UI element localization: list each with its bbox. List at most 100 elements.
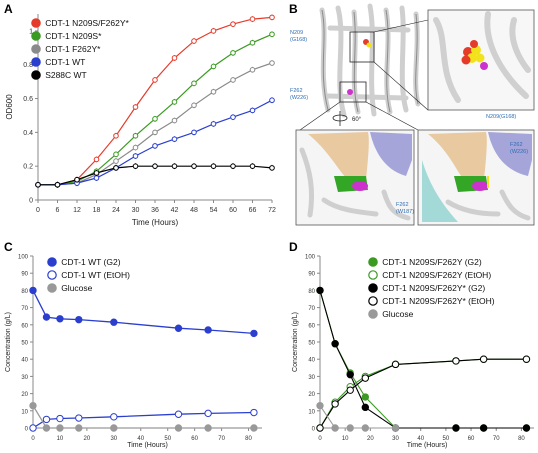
y-tick-label: 0.4: [23, 130, 33, 137]
series-line: [32, 411, 254, 429]
x-tick-label: 66: [249, 207, 257, 214]
data-point: [479, 424, 488, 432]
data-point: [132, 163, 139, 169]
x-axis-label: Time (Hours): [132, 218, 179, 227]
y-tick-label: 90: [308, 272, 315, 278]
data-point: [204, 409, 212, 418]
zoom-f262-view-right: [417, 129, 535, 226]
data-point: [249, 39, 256, 46]
data-point: [361, 403, 370, 412]
data-point: [29, 424, 37, 432]
data-point: [250, 408, 258, 417]
data-point: [56, 315, 64, 323]
x-tick-label: 50: [443, 436, 450, 442]
x-tick-label: 10: [57, 436, 64, 442]
data-point: [113, 165, 119, 171]
x-tick-label: 0: [36, 207, 40, 214]
full-structure-view: [299, 3, 430, 131]
data-point: [113, 151, 119, 158]
series-line: [38, 16, 273, 186]
series-line: [32, 405, 254, 429]
data-point: [210, 163, 217, 169]
data-point: [479, 355, 488, 363]
legend-marker: [368, 296, 378, 306]
data-point: [42, 424, 51, 432]
data-point: [93, 156, 100, 163]
y-tick-label: 0: [29, 198, 33, 205]
y-tick-label: 100: [18, 255, 29, 261]
y-tick-label: 20: [308, 392, 315, 398]
legend-label: CDT-1 N209S/F262Y* (EtOH): [382, 296, 495, 306]
data-point: [132, 132, 139, 139]
zoom-n209-view: [427, 9, 535, 111]
data-point: [269, 31, 275, 38]
x-tick-label: 70: [493, 436, 500, 442]
series-line: [32, 290, 254, 335]
data-point: [132, 104, 139, 110]
data-point: [174, 424, 183, 432]
x-tick-label: 80: [245, 436, 252, 442]
data-point: [132, 153, 139, 159]
rotation-label: 60°: [352, 117, 362, 123]
data-point: [210, 121, 217, 127]
data-point: [522, 424, 531, 432]
legend-marker: [31, 44, 41, 54]
data-point: [522, 355, 531, 363]
legend-label: CDT-1 WT (EtOH): [61, 270, 130, 280]
legend-marker: [47, 257, 57, 267]
x-tick-label: 72: [268, 207, 276, 214]
x-tick-label: 10: [342, 436, 349, 442]
data-point: [230, 77, 236, 83]
legend-marker: [368, 257, 378, 267]
data-point: [56, 414, 64, 423]
legend-label: CDT-1 N209S/F262Y*: [45, 18, 129, 28]
legend-marker: [31, 18, 41, 28]
data-point: [132, 144, 139, 151]
data-point: [75, 424, 83, 432]
data-point: [269, 14, 275, 21]
data-point: [452, 357, 460, 365]
legend-marker: [368, 270, 378, 280]
data-point: [152, 163, 158, 169]
data-point: [110, 318, 118, 326]
data-point: [249, 163, 256, 169]
x-tick-label: 12: [73, 207, 81, 214]
y-tick-label: 0.6: [23, 96, 33, 103]
x-tick-label: 20: [367, 436, 374, 442]
data-point: [452, 424, 460, 432]
data-point: [269, 165, 275, 171]
y-tick-label: 50: [21, 341, 28, 347]
x-tick-label: 70: [218, 436, 225, 442]
x-tick-label: 50: [164, 436, 171, 442]
y-tick-label: 80: [21, 289, 28, 295]
y-axis-label: Concentration (g/L): [292, 312, 299, 372]
data-point: [113, 132, 119, 139]
data-point: [74, 176, 80, 183]
series-line: [38, 99, 273, 186]
legend-label: CDT-1 WT: [45, 57, 85, 67]
data-point: [93, 175, 100, 181]
x-tick-label: 40: [137, 436, 144, 442]
legend-label: CDT-1 N209S/F262Y (G2): [382, 257, 482, 267]
legend-marker: [368, 309, 378, 319]
x-tick-label: 30: [392, 436, 399, 442]
legend-marker: [47, 283, 57, 293]
label-n209-top: N209 (G168): [290, 30, 307, 43]
data-point: [204, 326, 212, 334]
data-point: [250, 424, 258, 432]
legend-label: Glucose: [382, 309, 413, 319]
data-point: [171, 117, 178, 124]
y-tick-label: 70: [308, 306, 315, 312]
x-tick-label: 60: [468, 436, 475, 442]
y-tick-label: 0: [312, 427, 316, 433]
data-point: [249, 107, 256, 114]
panel-label-a: A: [4, 2, 13, 16]
y-tick-label: 60: [21, 323, 28, 329]
data-point: [269, 97, 275, 104]
legend-label: CDT-1 N209S/F262Y (EtOH): [382, 270, 491, 280]
data-point: [191, 102, 197, 109]
panel-label-b: B: [289, 2, 298, 16]
data-point: [75, 414, 83, 422]
y-tick-label: 40: [21, 358, 28, 364]
data-point: [210, 28, 217, 34]
